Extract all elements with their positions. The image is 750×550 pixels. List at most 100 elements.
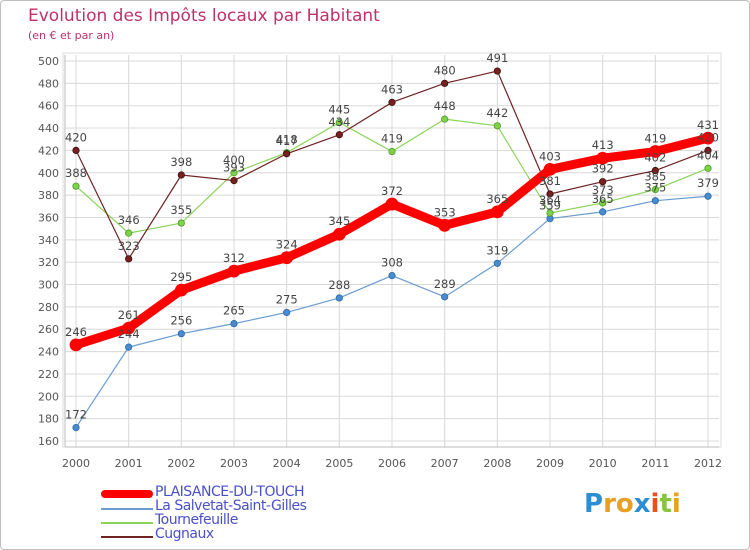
- y-tick-label-160: 160: [38, 435, 59, 448]
- legend-swatch-salvetat: [101, 508, 153, 510]
- data-point-0-5: [332, 227, 346, 241]
- data-point-3-1: [125, 255, 133, 263]
- logo-letter: o: [615, 489, 634, 519]
- data-label-0-6: 372: [381, 184, 403, 198]
- chart-subtitle: (en € et par an): [28, 29, 115, 42]
- data-label-1-6: 308: [381, 256, 403, 270]
- y-tick-label-500: 500: [38, 55, 59, 68]
- data-label-3-0: 420: [65, 130, 87, 144]
- data-label-1-10: 365: [592, 192, 614, 206]
- data-point-1-7: [441, 293, 449, 301]
- x-tick-label-2002: 2002: [167, 457, 195, 470]
- x-tick-label-2003: 2003: [220, 457, 248, 470]
- data-label-1-4: 275: [276, 292, 298, 306]
- data-label-1-0: 172: [65, 408, 87, 422]
- data-label-2-7: 448: [434, 99, 456, 113]
- data-point-1-11: [651, 197, 659, 205]
- data-point-2-12: [704, 164, 712, 172]
- data-point-1-8: [493, 259, 501, 267]
- data-label-1-12: 379: [697, 176, 719, 190]
- data-point-3-9: [546, 190, 554, 198]
- data-point-1-1: [125, 343, 133, 351]
- data-label-0-11: 419: [644, 132, 666, 146]
- data-label-0-12: 431: [697, 118, 719, 132]
- data-label-0-1: 261: [118, 308, 140, 322]
- data-label-3-4: 417: [276, 134, 298, 148]
- data-label-2-3: 400: [223, 153, 245, 167]
- data-point-3-11: [651, 166, 659, 175]
- x-tick-label-2000: 2000: [62, 457, 90, 470]
- logo-letter: i: [650, 489, 660, 519]
- x-tick-label-2001: 2001: [115, 457, 143, 470]
- y-tick-label-300: 300: [38, 279, 59, 292]
- data-label-0-7: 353: [434, 205, 456, 219]
- data-label-3-9: 381: [539, 174, 561, 188]
- data-point-0-8: [490, 205, 504, 219]
- data-label-2-10: 373: [592, 183, 614, 197]
- data-point-0-11: [648, 145, 662, 158]
- x-tick-label-2009: 2009: [536, 457, 564, 470]
- data-point-1-5: [335, 294, 343, 302]
- data-label-1-9: 359: [539, 199, 561, 213]
- data-point-0-10: [596, 151, 610, 165]
- data-label-1-11: 375: [644, 181, 666, 195]
- data-point-2-8: [493, 122, 501, 130]
- y-tick-label-440: 440: [38, 122, 59, 135]
- data-label-1-8: 319: [486, 243, 508, 257]
- y-tick-label-200: 200: [38, 390, 59, 403]
- data-label-1-7: 289: [434, 277, 456, 291]
- data-label-3-11: 402: [644, 151, 666, 165]
- legend-swatch-cugnaux: [101, 536, 153, 538]
- data-label-3-3: 393: [223, 161, 245, 175]
- data-point-3-8: [493, 67, 501, 75]
- data-label-3-12: 420: [697, 130, 719, 144]
- y-tick-label-240: 240: [38, 346, 59, 359]
- data-label-0-2: 295: [170, 270, 192, 284]
- y-tick-label-180: 180: [38, 413, 59, 426]
- logo-letter: x: [633, 489, 651, 519]
- y-tick-label-260: 260: [38, 323, 59, 336]
- data-point-0-9: [543, 163, 557, 176]
- data-point-0-1: [122, 321, 136, 335]
- legend-label-tournefeuille: Tournefeuille: [155, 512, 238, 528]
- data-point-3-6: [388, 98, 396, 106]
- proxiti-logo: Proxiti: [584, 489, 681, 519]
- data-label-2-8: 442: [486, 106, 508, 120]
- data-label-2-12: 404: [697, 148, 719, 162]
- data-point-2-6: [388, 147, 396, 156]
- data-point-0-0: [69, 338, 83, 352]
- y-tick-label-320: 320: [38, 256, 59, 269]
- data-label-1-5: 288: [328, 278, 350, 292]
- data-label-1-1: 244: [118, 327, 140, 341]
- x-tick-label-2006: 2006: [378, 457, 406, 470]
- x-tick-label-2004: 2004: [273, 457, 301, 470]
- data-label-2-9: 364: [539, 193, 561, 207]
- data-label-2-5: 445: [328, 102, 350, 116]
- data-point-3-5: [335, 131, 343, 139]
- legend-label-plaisance: PLAISANCE-DU-TOUCH: [155, 484, 305, 500]
- data-label-1-2: 256: [170, 314, 192, 328]
- data-point-0-12: [701, 131, 715, 145]
- data-point-3-3: [230, 176, 238, 185]
- data-point-3-4: [283, 150, 291, 158]
- data-label-2-11: 385: [644, 170, 666, 184]
- logo-letter: i: [671, 489, 681, 519]
- y-tick-label-400: 400: [38, 167, 59, 180]
- data-label-0-8: 365: [486, 192, 508, 206]
- y-tick-label-360: 360: [38, 211, 59, 224]
- x-tick-label-2007: 2007: [431, 457, 459, 470]
- data-label-0-9: 403: [539, 149, 561, 163]
- logo-letter: r: [603, 489, 616, 519]
- y-tick-label-340: 340: [38, 234, 59, 247]
- data-point-1-4: [283, 308, 291, 317]
- data-point-0-4: [280, 251, 294, 265]
- data-label-2-1: 346: [118, 213, 140, 227]
- chart-title: Evolution des Impôts locaux par Habitant: [28, 6, 380, 26]
- data-point-0-2: [174, 283, 188, 297]
- y-tick-label-480: 480: [38, 77, 59, 90]
- data-point-1-12: [704, 192, 712, 200]
- data-point-3-0: [72, 146, 80, 155]
- data-label-3-7: 480: [434, 63, 456, 77]
- legend-label-salvetat: La Salvetat-Saint-Gilles: [155, 498, 307, 514]
